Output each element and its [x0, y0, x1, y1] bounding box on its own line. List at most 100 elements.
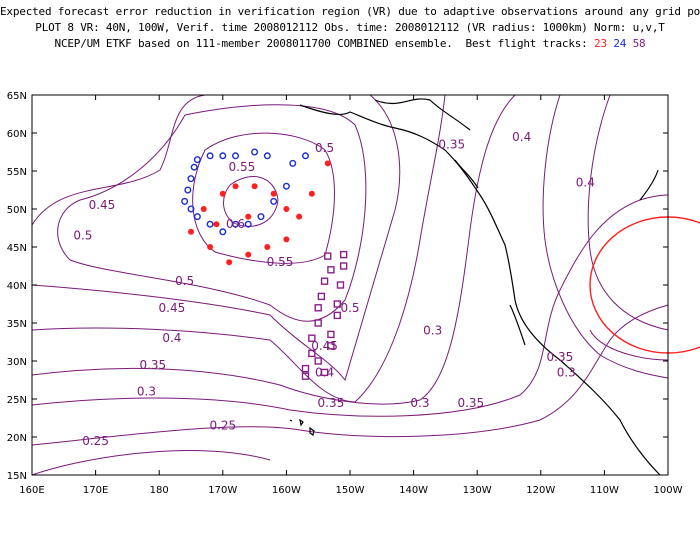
track-b-point	[206, 152, 214, 160]
contour-line	[589, 329, 669, 361]
track-a-point	[226, 259, 233, 266]
track-a-point	[207, 244, 214, 250]
track-a-point	[283, 236, 290, 243]
contour-line	[31, 304, 669, 446]
track-b-point	[301, 152, 309, 160]
track-b-point	[244, 220, 252, 228]
track-b-legend: 24	[613, 37, 627, 50]
track-a-point	[324, 160, 331, 167]
contour-label: 0.35	[457, 396, 484, 410]
contour-line	[31, 450, 271, 476]
lat-label: 25N	[7, 395, 27, 406]
contour-label: 0.3	[557, 365, 576, 379]
track-b-point	[193, 156, 201, 164]
track-c-point	[308, 334, 316, 342]
track-a-point	[296, 213, 303, 220]
track-a-point	[283, 206, 290, 212]
lat-label: 35N	[7, 319, 27, 330]
track-a-point	[251, 183, 258, 190]
track-a-point	[219, 190, 226, 197]
contour-label: 0.4	[576, 175, 595, 189]
lon-label: 150W	[336, 485, 365, 496]
lat-label: 60N	[7, 129, 27, 140]
track-c-point	[301, 372, 310, 380]
lat-label: 30N	[7, 357, 27, 368]
track-c-point	[327, 266, 335, 274]
track-b-point	[193, 213, 201, 221]
track-c-point	[320, 368, 329, 377]
contour-line	[587, 94, 669, 331]
track-b-point	[263, 152, 271, 160]
track-b-point	[219, 228, 227, 236]
track-c-point	[308, 349, 316, 358]
track-c-point	[314, 304, 322, 312]
contour-line	[542, 94, 669, 379]
track-b-point	[184, 186, 192, 194]
lat-label: 45N	[7, 243, 27, 254]
contour-label: 0.25	[209, 419, 236, 433]
contour-line	[57, 104, 367, 322]
track-b-point	[232, 152, 240, 160]
verification-region-circle	[589, 216, 700, 354]
coastline	[289, 98, 661, 476]
contour-line	[192, 132, 335, 264]
track-a-point	[308, 190, 315, 197]
contour-line	[31, 94, 446, 403]
lon-label: 170W	[208, 485, 237, 496]
contour-label: 0.3	[137, 384, 156, 398]
track-b-point	[187, 205, 195, 213]
flight-tracks	[181, 148, 348, 380]
track-b-point	[270, 197, 278, 205]
contour-label: 0.4	[162, 331, 181, 345]
lat-label: 50N	[7, 205, 27, 216]
track-b-point	[289, 159, 297, 167]
coastline-segment	[374, 98, 471, 131]
lon-label: 160E	[19, 485, 44, 496]
contour-line	[31, 94, 206, 226]
verification-region	[589, 216, 700, 354]
track-c-point	[339, 262, 348, 270]
track-a-point	[264, 244, 271, 250]
contour-line	[223, 176, 279, 227]
coastline-segment	[309, 426, 315, 436]
coastline-segment	[639, 169, 659, 201]
header-line-3-text: NCEP/UM ETKF based on 111-member 2008011…	[54, 37, 588, 50]
track-b-point	[190, 163, 198, 171]
track-c-point	[301, 364, 310, 373]
lat-label: 65N	[7, 91, 27, 102]
contour-label: 0.4	[315, 365, 334, 379]
track-c-point	[339, 250, 348, 259]
track-a-legend: 23	[594, 37, 607, 50]
header-line-2: PLOT 8 VR: 40N, 100W, Verif. time 200801…	[35, 21, 665, 34]
coastline-segment	[289, 419, 293, 422]
track-b-point	[206, 220, 214, 228]
contour-label: 0.35	[547, 350, 574, 364]
contour-lines	[31, 94, 669, 476]
track-c-point	[314, 319, 322, 327]
track-a-point	[270, 190, 277, 197]
contour-label: 0.35	[318, 396, 345, 410]
track-b-point	[282, 182, 290, 190]
plot-header: Expected forecast error reduction in ver…	[0, 4, 700, 52]
lon-label: 170E	[83, 485, 108, 496]
axis-ticks	[31, 94, 669, 476]
track-a-point	[245, 213, 252, 220]
track-b-point	[181, 197, 189, 205]
lon-label: 100W	[654, 485, 683, 496]
coastline-segment	[299, 104, 661, 476]
contour-label: 0.5	[73, 229, 92, 243]
header-line-1: Expected forecast error reduction in ver…	[0, 5, 700, 18]
coastline-segment	[509, 304, 526, 346]
lon-label: 180	[150, 485, 169, 496]
contour-label: 0.35	[438, 137, 465, 151]
contour-label: 0.45	[159, 301, 186, 315]
contour-line	[31, 194, 669, 417]
contour-label: 0.3	[410, 396, 429, 410]
track-b-point	[187, 175, 195, 183]
lat-label: 15N	[7, 471, 27, 482]
track-b-point	[232, 220, 240, 228]
track-c-point	[314, 357, 322, 365]
lat-label: 55N	[7, 167, 27, 178]
track-b-point	[257, 213, 265, 221]
